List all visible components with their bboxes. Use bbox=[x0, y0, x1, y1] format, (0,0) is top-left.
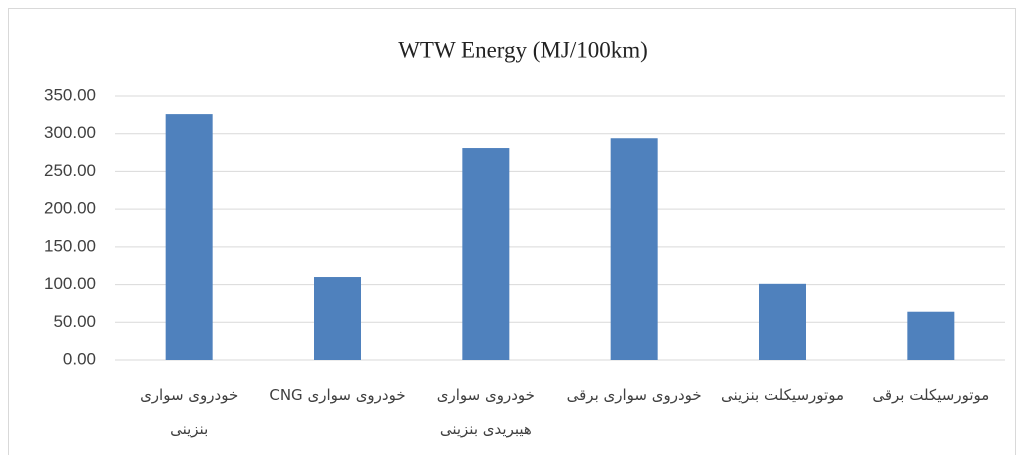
x-tick-label: موتورسیکلت بنزینی bbox=[713, 378, 853, 412]
chart-title: WTW Energy (MJ/100km) bbox=[398, 37, 648, 62]
y-tick-label: 150.00 bbox=[44, 236, 96, 255]
y-tick-label: 300.00 bbox=[44, 123, 96, 142]
bar bbox=[907, 312, 954, 360]
x-tick-label: خودروی سواری CNG bbox=[268, 378, 408, 412]
y-tick-label: 200.00 bbox=[44, 199, 96, 218]
bar bbox=[462, 148, 509, 360]
bar bbox=[759, 284, 806, 360]
y-tick-label: 0.00 bbox=[63, 349, 96, 368]
y-tick-label: 50.00 bbox=[53, 312, 96, 331]
page: WTW Energy (MJ/100km) 0.00 50.00 100.00 150… bbox=[0, 0, 1024, 455]
bar bbox=[166, 114, 213, 360]
x-tick-label: موتورسیکلت برقی bbox=[861, 378, 1001, 412]
bar bbox=[611, 138, 658, 360]
x-tick-label: خودروی سواری هیبریدی بنزینی bbox=[416, 378, 556, 446]
x-tick-label: خودروی سواری برقی bbox=[564, 378, 704, 412]
y-tick-label: 100.00 bbox=[44, 274, 96, 293]
y-tick-label: 350.00 bbox=[44, 85, 96, 104]
bar bbox=[314, 277, 361, 360]
x-tick-label: خودروی سواری بنزینی bbox=[119, 378, 259, 446]
y-tick-label: 250.00 bbox=[44, 161, 96, 180]
